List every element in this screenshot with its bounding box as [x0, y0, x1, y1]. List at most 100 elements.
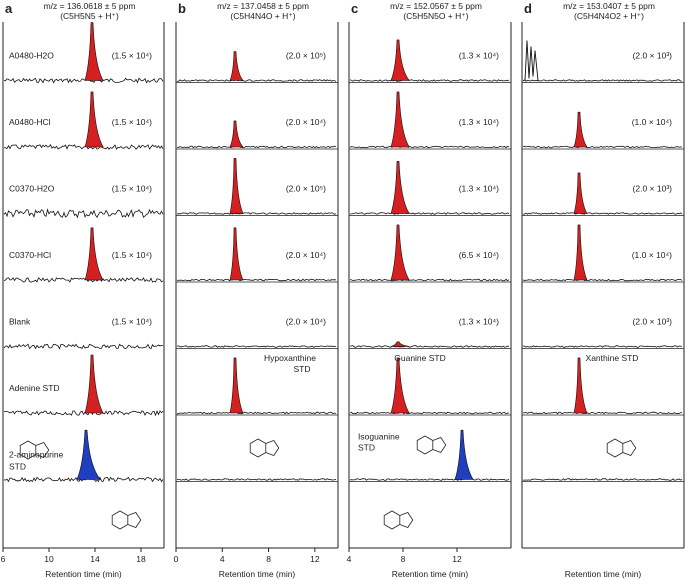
- intensity-scale-label: (2.0 × 10³): [633, 317, 673, 327]
- hypoxanthine-structure: [249, 438, 280, 458]
- trace-line: [349, 345, 509, 348]
- panel-letter: c: [351, 1, 358, 16]
- x-tick-label: 4: [220, 554, 225, 564]
- trace-row: (1.3 × 10⁴): [349, 161, 511, 216]
- trace-row: (2.0 × 10³): [522, 317, 684, 349]
- sample-label: Adenine STD: [9, 383, 60, 393]
- early-peaks: [524, 40, 539, 81]
- x-tick-label: 0: [174, 554, 179, 564]
- trace-row: (1.0 × 10⁴): [522, 111, 684, 150]
- ring-five: [622, 440, 637, 456]
- peak-mark: [454, 429, 474, 480]
- trace-line: [349, 145, 510, 149]
- x-axis-label: Retention time (min): [219, 569, 296, 579]
- panel-header-formula: (C5H4N4O2 + H⁺): [574, 11, 644, 21]
- trace-row: (6.5 × 10⁴): [349, 224, 511, 283]
- trace-row: (2.0 × 10⁴): [176, 227, 338, 283]
- ring-six: [111, 510, 129, 530]
- sample-label: C0370-HCl: [9, 250, 51, 260]
- intensity-scale-label: (1.3 × 10⁴): [459, 184, 499, 194]
- trace-line: [522, 478, 683, 481]
- peak-mark: [390, 161, 410, 214]
- trace-line: [349, 212, 510, 215]
- panel-header-formula: (C5H5N5 + H⁺): [60, 11, 119, 21]
- sample-label-line2: STD: [9, 462, 26, 472]
- peak-mark: [573, 357, 588, 414]
- std-label: Guanine STD: [394, 353, 446, 363]
- x-tick-label: 12: [452, 554, 462, 564]
- sample-label: Blank: [9, 317, 31, 327]
- trace-line: [176, 478, 336, 481]
- trace-row: C0370-H2O (1.5 × 10⁴): [3, 184, 164, 219]
- trace-line: [3, 208, 164, 219]
- x-axis-label: Retention time (min): [392, 569, 469, 579]
- panel-c: c m/z = 152.0567 ± 5 ppm(C5H5N5O + H⁺) (1.…: [347, 1, 512, 579]
- trace-line: [3, 277, 164, 283]
- ring-six: [416, 435, 434, 455]
- trace-line: [176, 212, 337, 215]
- trace-row: (2.0 × 10³): [522, 172, 684, 216]
- panel-header-mz: m/z = 153.0407 ± 5 ppm: [563, 1, 655, 11]
- sample-label: C0370-H2O: [9, 184, 55, 194]
- trace-line: [522, 278, 683, 282]
- x-tick-label: 4: [347, 554, 352, 564]
- x-axis-label: Retention time (min): [565, 569, 642, 579]
- intensity-scale-label: (1.5 × 10⁴): [112, 51, 152, 61]
- intensity-scale-label: (2.0 × 10⁵): [286, 184, 326, 194]
- x-tick-label: 14: [90, 554, 100, 564]
- guanine-structure: [416, 435, 447, 455]
- trace-row: Adenine STD: [4, 354, 164, 417]
- trace-row: [176, 478, 338, 482]
- trace-row: [522, 478, 684, 482]
- peak-mark: [390, 91, 410, 148]
- intensity-scale-label: (1.5 × 10⁴): [112, 250, 152, 260]
- ring-six: [249, 438, 267, 458]
- trace-line: [522, 345, 683, 348]
- intensity-scale-label: (2.0 × 10⁴): [286, 317, 326, 327]
- xanthine-structure: [606, 438, 637, 458]
- panel-d: d m/z = 153.0407 ± 5 ppm(C5H4N4O2 + H⁺) (2…: [521, 1, 685, 579]
- trace-line: [176, 79, 337, 82]
- trace-line: [176, 411, 337, 415]
- trace-line: [3, 77, 164, 84]
- trace-row: (2.0 × 10⁴): [176, 117, 338, 150]
- trace-row: A0480-H2O (1.5 × 10⁴): [3, 22, 164, 84]
- intensity-scale-label: (2.0 × 10⁵): [286, 51, 326, 61]
- trace-line: [3, 343, 163, 350]
- peak-mark: [84, 91, 104, 148]
- peak-mark: [573, 172, 588, 214]
- trace-row: (2.0 × 10⁵): [176, 51, 338, 83]
- trace-line: [349, 79, 510, 82]
- trace-row: (2.0 × 10⁴): [176, 317, 338, 349]
- peak-mark: [229, 51, 244, 81]
- trace-line: [523, 212, 683, 215]
- ring-five: [265, 440, 280, 456]
- trace-line: [523, 145, 683, 149]
- intensity-scale-label: (1.5 × 10⁴): [112, 184, 152, 194]
- peak-mark: [390, 357, 410, 414]
- trace-row: (1.3 × 10⁴): [349, 91, 511, 150]
- ring-six: [383, 510, 401, 530]
- trace-line: [349, 411, 510, 415]
- intensity-scale-label: (6.5 × 10⁴): [459, 250, 499, 260]
- peak-mark: [229, 227, 244, 281]
- std-label: Xanthine STD: [586, 353, 639, 363]
- ring-six: [606, 438, 624, 458]
- peak-mark: [229, 158, 244, 214]
- panel-header-formula: (C5H5N5O + H⁺): [403, 11, 468, 21]
- x-tick-label: 12: [310, 554, 320, 564]
- x-axis-label: Retention time (min): [45, 569, 122, 579]
- peak-mark: [229, 357, 244, 414]
- trace-row: A0480-HCl (1.5 × 10⁴): [3, 91, 164, 150]
- std-label-line2: STD: [294, 364, 311, 374]
- trace-row: (1.3 × 10⁴): [349, 317, 511, 349]
- trace-row: (1.0 × 10⁴): [522, 224, 684, 283]
- trace-line: [176, 278, 337, 282]
- peak-mark: [573, 224, 588, 281]
- peak-mark: [390, 341, 410, 347]
- trace-line: [3, 144, 164, 150]
- panel-letter: a: [5, 1, 13, 16]
- intensity-scale-label: (1.3 × 10⁴): [459, 117, 499, 127]
